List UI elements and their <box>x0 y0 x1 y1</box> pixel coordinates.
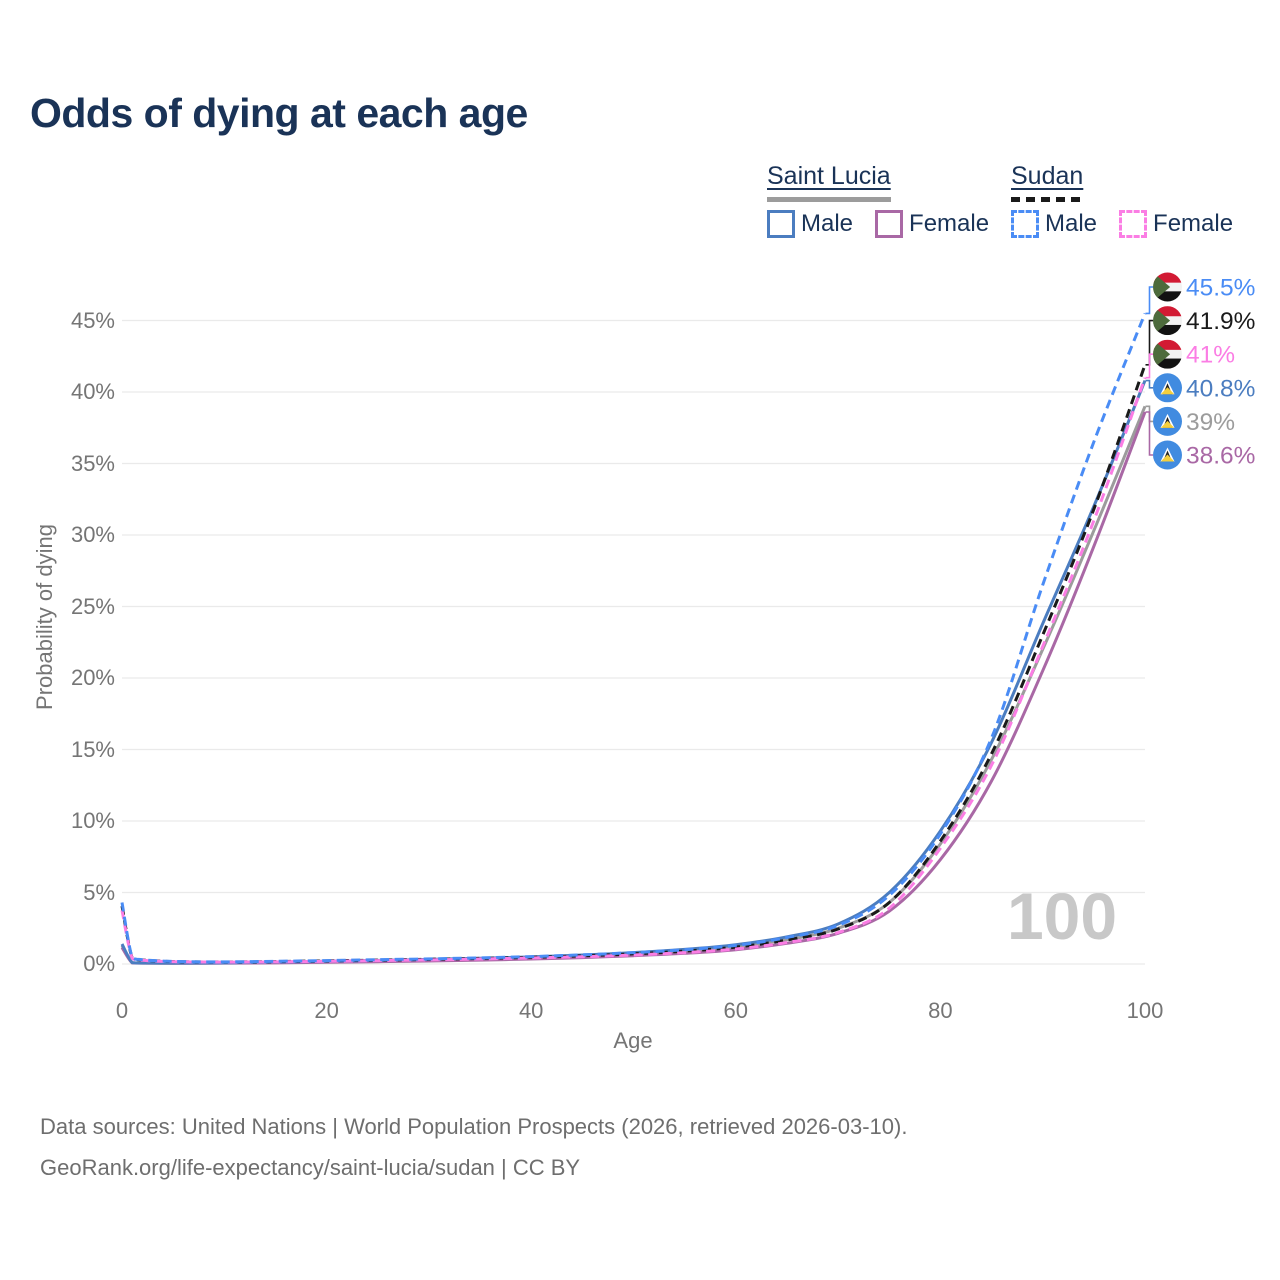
x-tick-label: 20 <box>314 998 339 1023</box>
data-sources-text: Data sources: United Nations | World Pop… <box>40 1114 908 1139</box>
y-tick-label: 25% <box>70 593 115 619</box>
flag-sudan-icon <box>1153 339 1182 369</box>
x-tick-label: 80 <box>928 998 953 1023</box>
series-line-sudan-all[interactable] <box>120 364 1147 964</box>
end-connector-saint-lucia-male <box>1145 379 1153 389</box>
page-title: Odds of dying at each age <box>30 90 528 136</box>
x-tick-label: 40 <box>518 998 544 1023</box>
age-cursor-watermark: 100 <box>1006 879 1118 953</box>
end-value-label-sudan-all: 41.9% <box>1186 308 1255 335</box>
legend-item-sudan-male[interactable]: Male <box>1011 210 1097 238</box>
y-axis-title: Probability of dying <box>32 524 57 710</box>
legend-item-sudan-female[interactable]: Female <box>1119 210 1233 238</box>
legend-item-label: Male <box>801 210 854 237</box>
y-tick-label: 10% <box>70 808 115 833</box>
end-connector-saint-lucia-female <box>1145 411 1153 456</box>
footer: Data sources: United Nations | World Pop… <box>40 1106 907 1188</box>
y-tick-label: 30% <box>70 522 115 547</box>
end-value-label-sudan-female: 41% <box>1186 342 1235 369</box>
flag-sudan-icon <box>1153 306 1182 336</box>
series-line-saint-lucia-male[interactable] <box>120 380 1147 965</box>
series-line-sudan-male[interactable] <box>120 312 1147 964</box>
y-tick-label: 45% <box>70 307 115 333</box>
legend-swatch-icon <box>875 210 904 238</box>
y-tick-label: 40% <box>70 379 115 404</box>
flag-saint-lucia-icon <box>1153 373 1182 403</box>
legend-item-saint-lucia-female[interactable]: Female <box>875 210 989 238</box>
legend-country-link-saint-lucia[interactable]: Saint Lucia <box>767 162 891 190</box>
end-connector-sudan-all <box>1145 319 1153 366</box>
flag-saint-lucia-icon <box>1153 440 1182 470</box>
x-tick-label: 100 <box>1126 998 1164 1023</box>
y-tick-label: 5% <box>83 879 115 905</box>
legend-item-label: Female <box>1153 210 1234 237</box>
attribution-text: GeoRank.org/life-expectancy/saint-lucia/… <box>40 1155 581 1180</box>
legend-item-label: Female <box>909 210 990 237</box>
y-tick-label: 15% <box>70 736 115 762</box>
legend-item-saint-lucia-male[interactable]: Male <box>767 210 853 238</box>
x-axis-title: Age <box>613 1028 653 1053</box>
flag-saint-lucia-icon <box>1153 406 1182 436</box>
end-value-label-saint-lucia-female: 38.6% <box>1186 443 1255 470</box>
legend-group-sudan: Sudan Male Female <box>1011 162 1233 238</box>
y-tick-label: 35% <box>70 450 115 476</box>
legend-group-saint-lucia: Saint Lucia Male Female <box>767 162 989 238</box>
series-line-saint-lucia-female[interactable] <box>120 411 1147 965</box>
flag-sudan-icon <box>1153 272 1182 302</box>
legend-swatch-icon <box>767 210 795 238</box>
legend-linestyle-sample-sudan <box>1011 197 1083 202</box>
y-tick-label: 20% <box>70 665 115 690</box>
legend-swatch-icon <box>1011 210 1039 238</box>
end-value-label-saint-lucia-male: 40.8% <box>1186 375 1255 402</box>
series-line-sudan-female[interactable] <box>120 377 1147 964</box>
series-line-saint-lucia-all[interactable] <box>120 405 1147 965</box>
legend-linestyle-sample-saint-lucia <box>767 197 891 202</box>
x-tick-label: 60 <box>723 998 749 1023</box>
y-tick-label: 0% <box>83 951 115 976</box>
legend-country-link-sudan[interactable]: Sudan <box>1011 162 1084 190</box>
end-value-label-saint-lucia-all: 39% <box>1186 409 1235 436</box>
end-connector-sudan-female <box>1145 353 1153 379</box>
legend-swatch-icon <box>1119 210 1148 238</box>
legend-item-label: Male <box>1045 210 1098 237</box>
end-connector-sudan-male <box>1145 286 1153 315</box>
end-value-label-sudan-male: 45.5% <box>1186 275 1255 302</box>
x-tick-label: 0 <box>115 998 129 1023</box>
